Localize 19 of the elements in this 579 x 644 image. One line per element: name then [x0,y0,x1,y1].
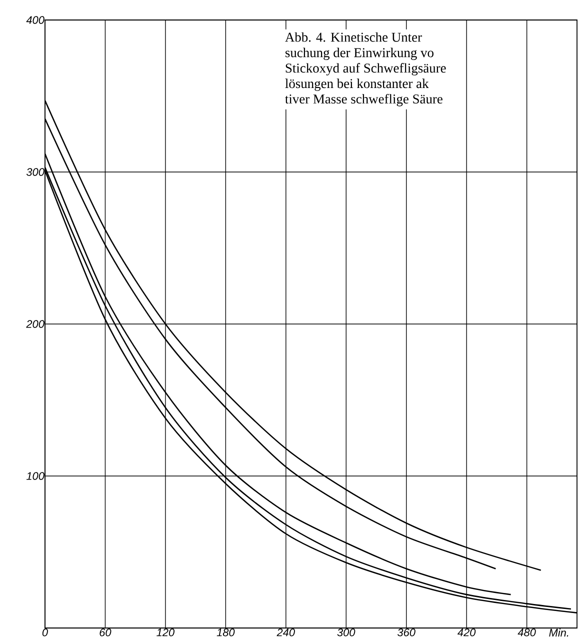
x-tick-label: 240 [276,628,295,636]
annotation: lösungen bei konstanter ak [285,78,429,91]
y-tick-label: 400 [26,16,44,24]
y-tick-label: 100 [26,472,44,480]
x-tick-label: 180 [216,628,235,636]
x-axis-title: Min. [549,628,568,636]
x-tick-label: 360 [397,628,416,636]
annotation: Stickoxyd auf Schwefligsäure [286,63,446,76]
x-tick-label: 120 [156,628,174,636]
y-tick-label: 300 [26,168,44,176]
annotation: suchung der Einwirkung vo [285,48,434,60]
x-tick-label: 300 [337,628,356,636]
x-tick-label: 480 [518,628,536,636]
annotation: tiver Masse schweflige Säure [285,94,442,106]
x-tick-label: 60 [100,628,112,636]
x-tick-label: 0 [42,628,48,636]
x-tick-label: 420 [458,628,476,636]
y-tick-label: 200 [26,320,44,328]
annotation: Abb. 4. Kinetische Unter [285,32,422,42]
